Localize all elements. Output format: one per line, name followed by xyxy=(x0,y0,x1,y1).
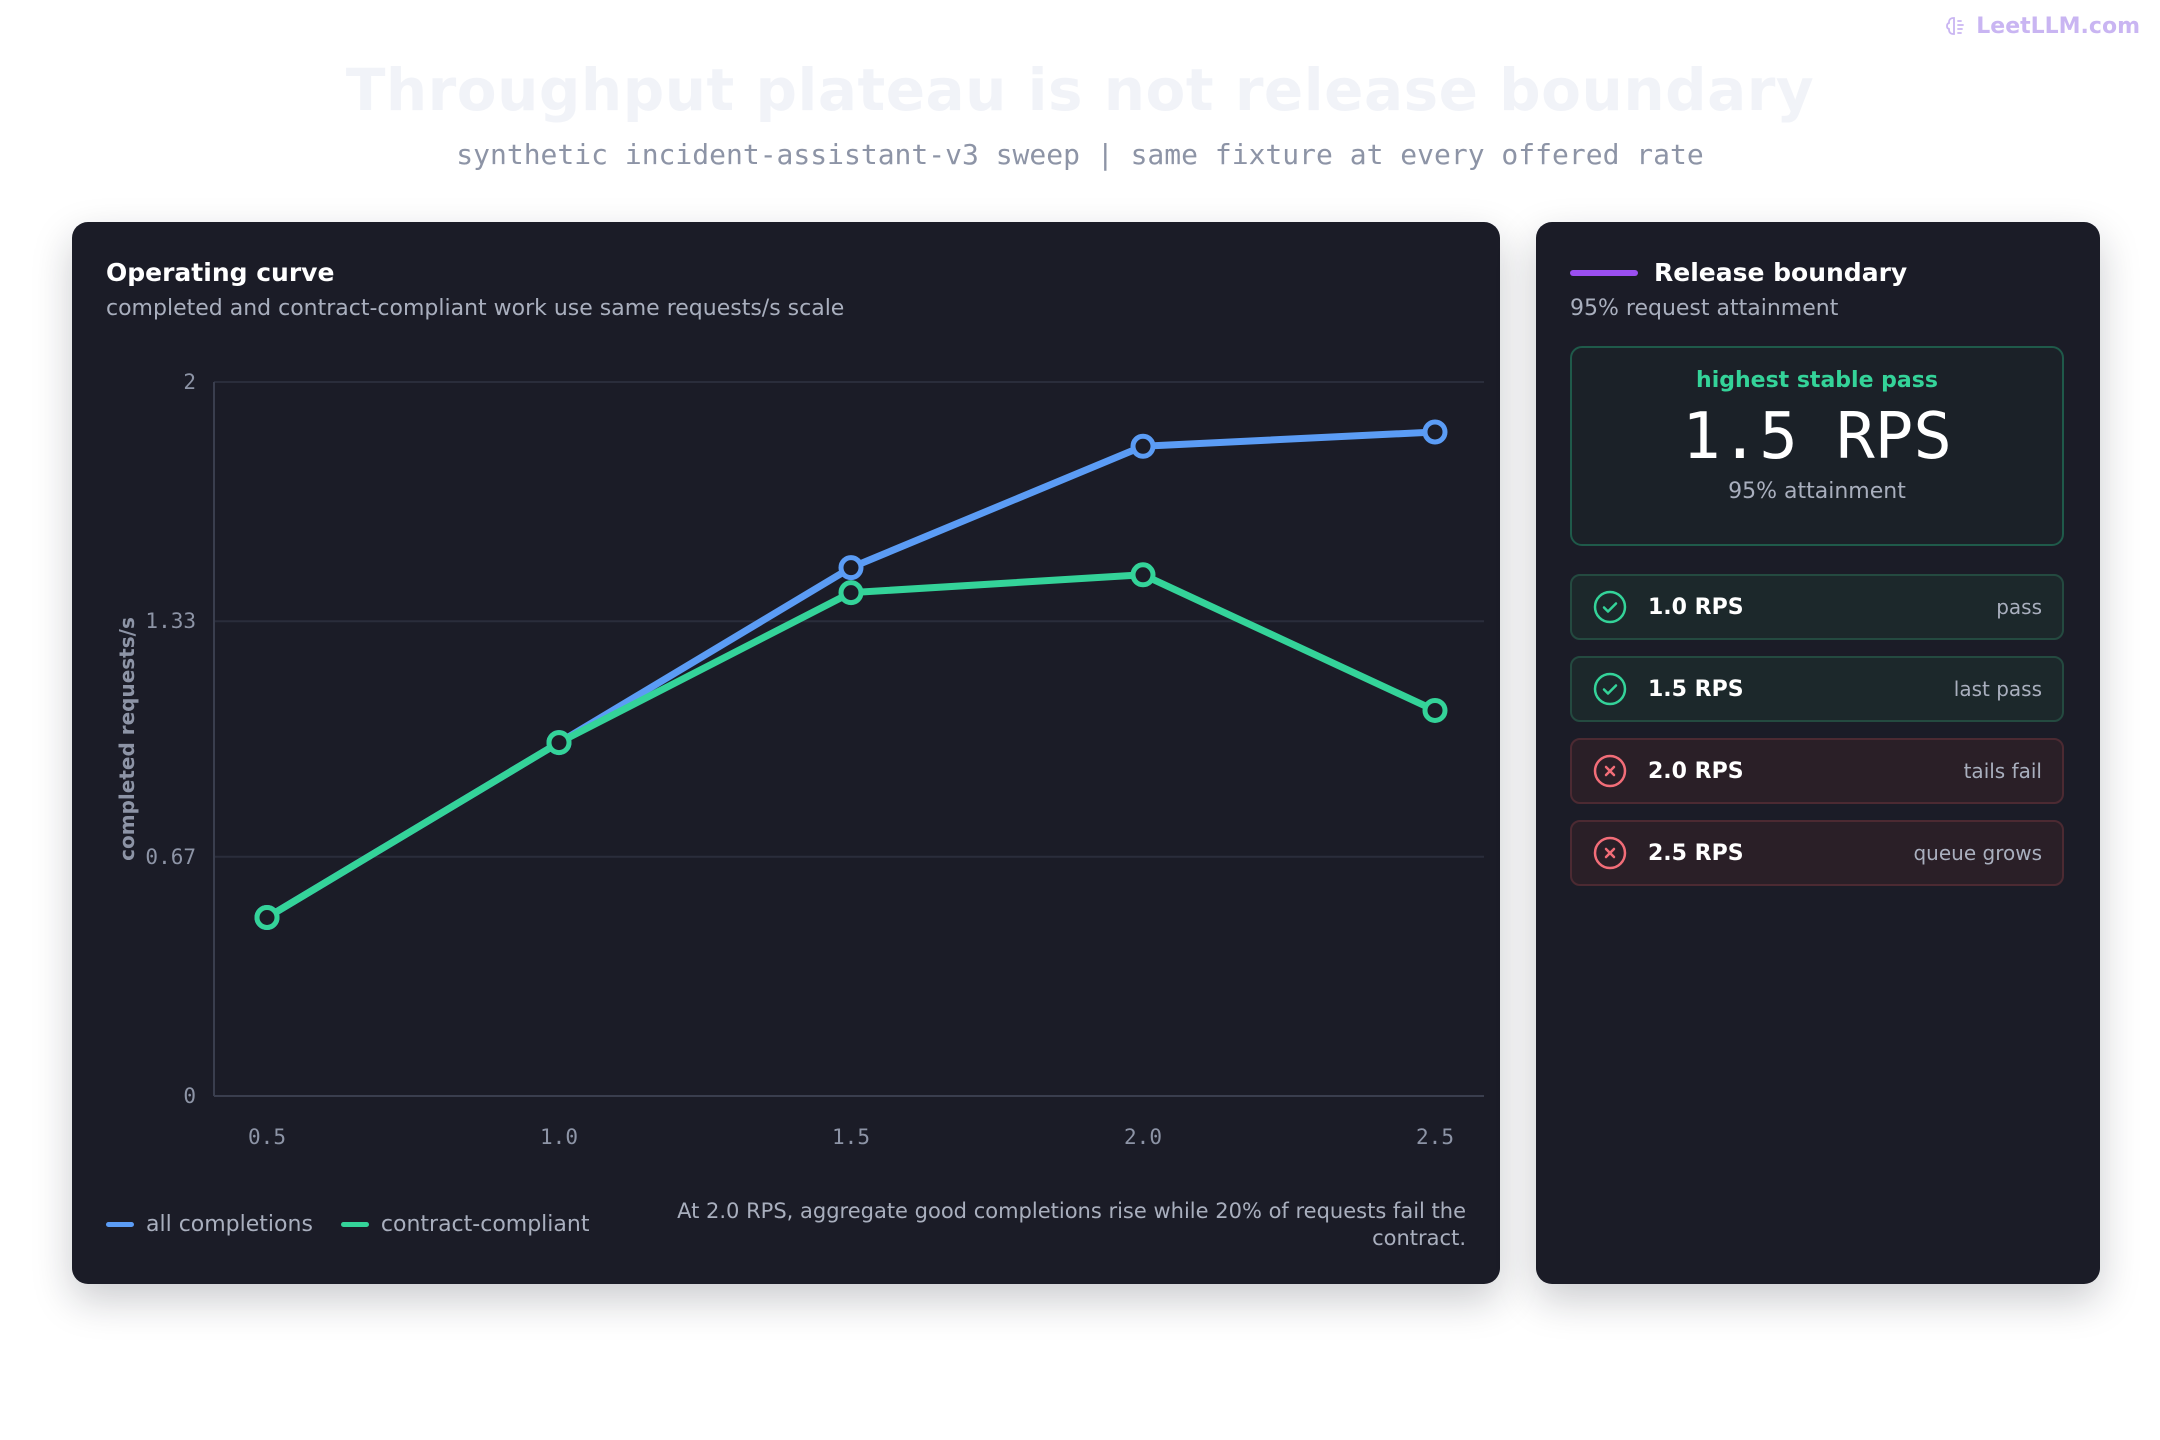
x-circle-icon xyxy=(1593,836,1627,870)
x-tick-label: 1.0 xyxy=(540,1125,578,1149)
x-tick-label: 2.0 xyxy=(1124,1125,1162,1149)
release-boundary-title: Release boundary xyxy=(1654,258,1908,287)
y-tick-label: 2 xyxy=(183,370,196,394)
series-2-point xyxy=(838,580,864,606)
legend-label: all completions xyxy=(146,1212,313,1237)
row-rate: 1.0 RPS xyxy=(1648,594,1744,620)
rate-row: 1.5 RPS last pass xyxy=(1570,656,2064,722)
series-2-point xyxy=(254,905,280,930)
series-line-1 xyxy=(263,428,1439,921)
y-tick-label: 0.67 xyxy=(145,845,196,869)
legend-swatch xyxy=(340,1222,369,1227)
x-tick-label: 0.5 xyxy=(248,1125,286,1149)
chart-panel-title: Operating curve xyxy=(106,258,335,287)
legend-item: contract-compliant xyxy=(340,1212,590,1237)
rate-results-list: 1.0 RPS pass 1.5 RPS last pass 2.0 RPS tails … xyxy=(1570,574,2064,902)
legend-label: contract-compliant xyxy=(380,1212,590,1237)
row-rate: 2.0 RPS xyxy=(1648,758,1744,784)
chart-panel-subtitle: completed and contract-compliant work us… xyxy=(106,296,845,321)
series-1-point xyxy=(1130,433,1156,459)
row-status: pass xyxy=(1996,595,2042,619)
check-circle-icon xyxy=(1593,672,1627,706)
brand-logo[interactable]: LeetLLM.com xyxy=(1944,14,2140,39)
release-boundary-header: Release boundary xyxy=(1570,258,1907,287)
series-2-point xyxy=(1130,562,1156,588)
row-status: tails fail xyxy=(1963,759,2042,783)
release-boundary-subtitle: 95% request attainment xyxy=(1570,296,1839,321)
legend-item: all completions xyxy=(106,1212,313,1237)
chart-legend: all completions contract-compliant xyxy=(106,1212,589,1237)
rate-row: 2.5 RPS queue grows xyxy=(1570,820,2064,886)
rate-row: 2.0 RPS tails fail xyxy=(1570,738,2064,804)
chart-panel: Operating curve completed and contract-c… xyxy=(72,222,1500,1284)
y-axis-label: completed requests/s xyxy=(115,617,139,861)
x-circle-icon xyxy=(1593,754,1627,788)
release-boundary-panel: Release boundary 95% request attainment … xyxy=(1536,222,2100,1284)
series-line-2 xyxy=(263,571,1439,921)
x-tick-label: 2.5 xyxy=(1416,1125,1454,1149)
row-rate: 1.5 RPS xyxy=(1648,676,1744,702)
y-tick-label: 0 xyxy=(183,1084,196,1108)
chart-note: At 2.0 RPS, aggregate good completions r… xyxy=(677,1199,1466,1250)
brain-icon xyxy=(1946,16,1965,35)
series-2-point xyxy=(546,730,572,756)
hero-label: highest stable pass xyxy=(1696,368,1938,393)
page-title: Throughput plateau is not release bounda… xyxy=(345,56,1815,124)
highest-stable-pass-card: highest stable pass 1.5 RPS 95% attainme… xyxy=(1570,346,2064,546)
hero-value: 1.5 RPS xyxy=(1682,400,1952,474)
series-2-point xyxy=(1422,697,1448,723)
row-status: queue grows xyxy=(1913,841,2042,865)
series-1-point xyxy=(1422,419,1448,445)
x-tick-label: 1.5 xyxy=(832,1125,870,1149)
check-circle-icon xyxy=(1593,590,1627,624)
rate-row: 1.0 RPS pass xyxy=(1570,574,2064,640)
row-status: last pass xyxy=(1953,677,2042,701)
row-rate: 2.5 RPS xyxy=(1648,840,1744,866)
y-tick-label: 1.33 xyxy=(145,609,196,633)
legend-swatch xyxy=(106,1222,134,1227)
hero-foot: 95% attainment xyxy=(1728,479,1906,504)
series-1-point xyxy=(838,555,864,581)
operating-curve-chart: 0 0.67 1.33 2 0.5 1.0 1.5 2.0 2.5 completed reque… xyxy=(115,370,1484,1149)
page-subtitle: synthetic incident-assistant-v3 sweep | … xyxy=(456,138,1704,171)
accent-bar xyxy=(1570,269,1638,276)
brand-name: LeetLLM.com xyxy=(1976,14,2140,39)
